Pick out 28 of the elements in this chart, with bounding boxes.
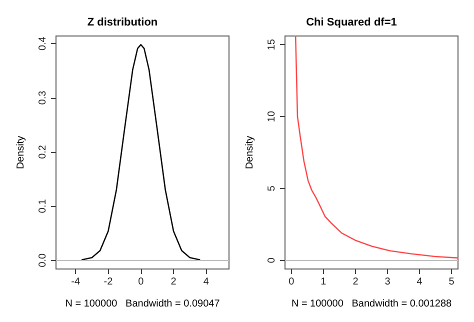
y-tick-label: 0.4 [38,36,48,51]
y-tick-label: 10 [266,110,278,122]
y-tick-label: 0.2 [38,144,48,159]
x-tick-label: 2 [352,276,359,288]
x-tick-label: -4 [71,276,80,288]
x-tick-label: 5 [448,276,455,288]
y-tick-label: 15 [266,38,278,50]
x-tick-label: 2 [170,276,177,288]
chart-title: Chi Squared df=1 [306,16,397,28]
x-tick-label: -2 [104,276,114,288]
x-tick-label: 4 [416,276,423,288]
x-tick-label: 1 [320,276,327,288]
x-tick-label: 3 [384,276,391,288]
x-axis-title: N = 100000 Bandwidth = 0.001288 [291,298,452,310]
line-series [81,44,200,260]
y-tick-label: 0.3 [38,90,48,105]
y-axis-title: Density [244,136,256,170]
x-tick-label: 0 [138,276,144,288]
x-axis-title: N = 100000 Bandwidth = 0.09047 [65,298,220,310]
line-series [294,35,459,259]
y-tick-label: 0.0 [38,252,48,268]
y-tick-label: 0 [266,257,278,264]
x-tick-label: 0 [288,276,295,288]
x-tick-label: 4 [203,276,210,288]
chart-title: Z distribution [87,16,158,28]
y-tick-label: 5 [266,185,278,192]
y-tick-label: 0.1 [38,198,48,214]
y-axis-title: Density [16,136,26,170]
